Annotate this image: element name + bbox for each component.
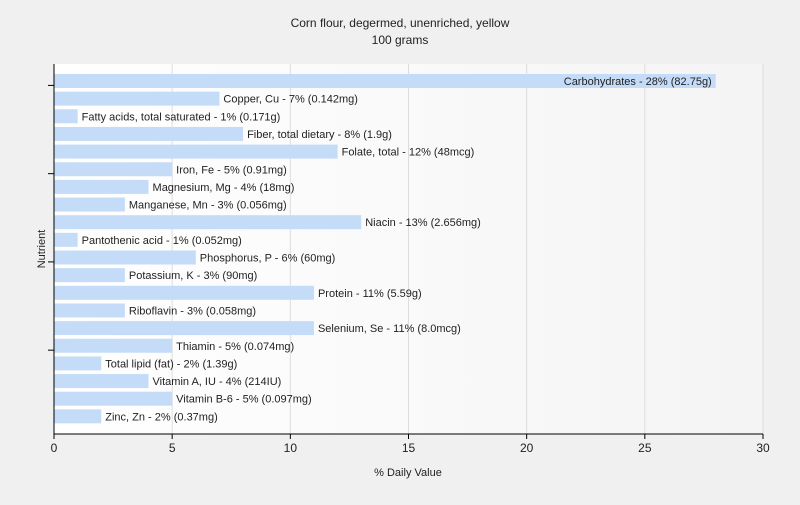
- bar-label: Vitamin A, IU - 4% (214IU): [153, 376, 282, 388]
- x-tick-label: 5: [169, 441, 176, 455]
- bar-label: Phosphorus, P - 6% (60mg): [200, 253, 336, 265]
- bar-label: Magnesium, Mg - 4% (18mg): [153, 182, 295, 194]
- y-axis-title: Nutrient: [36, 230, 48, 269]
- bar-label: Total lipid (fat) - 2% (1.39g): [105, 358, 237, 370]
- bar-label: Potassium, K - 3% (90mg): [129, 270, 257, 282]
- bar: [54, 268, 125, 283]
- bar: [54, 409, 102, 424]
- bar-label: Selenium, Se - 11% (8.0mcg): [318, 323, 461, 335]
- bar-label: Carbohydrates - 28% (82.75g): [564, 76, 712, 88]
- bar-label: Iron, Fe - 5% (0.91mg): [176, 164, 287, 176]
- bar-label: Riboflavin - 3% (0.058mg): [129, 305, 256, 317]
- grid-lines: [171, 64, 764, 434]
- bar-label: Pantothenic acid - 1% (0.052mg): [82, 235, 242, 247]
- bar-label: Zinc, Zn - 2% (0.37mg): [105, 411, 217, 423]
- bar: [54, 162, 173, 177]
- x-tick-label: 10: [284, 441, 298, 455]
- bar: [54, 356, 102, 371]
- bar: [54, 215, 362, 230]
- bar-label: Folate, total - 12% (48mcg): [342, 147, 475, 159]
- chart-subtitle: 100 grams: [372, 33, 429, 47]
- bar: [54, 126, 244, 141]
- bar: [54, 391, 173, 406]
- bar: [54, 303, 125, 318]
- axes: 0 5 10 15 20 25 30: [48, 64, 770, 455]
- bar-label: Niacin - 13% (2.656mg): [365, 217, 481, 229]
- bar-label: Fiber, total dietary - 8% (1.9g): [247, 129, 392, 141]
- bar: [54, 250, 196, 265]
- bar-label: Manganese, Mn - 3% (0.056mg): [129, 200, 287, 212]
- bar: [54, 144, 338, 159]
- bar-label: Fatty acids, total saturated - 1% (0.171…: [82, 111, 281, 123]
- x-tick-label: 15: [402, 441, 416, 455]
- bars: Carbohydrates - 28% (82.75g) Copper, Cu -…: [54, 74, 716, 424]
- x-tick-label: 30: [756, 441, 770, 455]
- bar: [54, 197, 125, 212]
- bar: [54, 232, 78, 247]
- bar: [54, 338, 173, 353]
- bar-label: Copper, Cu - 7% (0.142mg): [223, 94, 358, 106]
- chart-title: Corn flour, degermed, unenriched, yellow: [291, 16, 510, 30]
- bar: [54, 109, 78, 124]
- bar: [54, 91, 220, 106]
- bar-label: Thiamin - 5% (0.074mg): [176, 341, 294, 353]
- x-tick-label: 0: [51, 441, 58, 455]
- bar-label: Protein - 11% (5.59g): [318, 288, 422, 300]
- bar: [54, 321, 314, 336]
- bar: [54, 285, 314, 300]
- x-tick-label: 20: [520, 441, 534, 455]
- bar: [54, 374, 149, 389]
- bar: [54, 74, 716, 88]
- x-tick-label: 25: [638, 441, 652, 455]
- x-axis-title: % Daily Value: [374, 467, 442, 479]
- bar-label: Vitamin B-6 - 5% (0.097mg): [176, 394, 312, 406]
- bar: [54, 179, 149, 194]
